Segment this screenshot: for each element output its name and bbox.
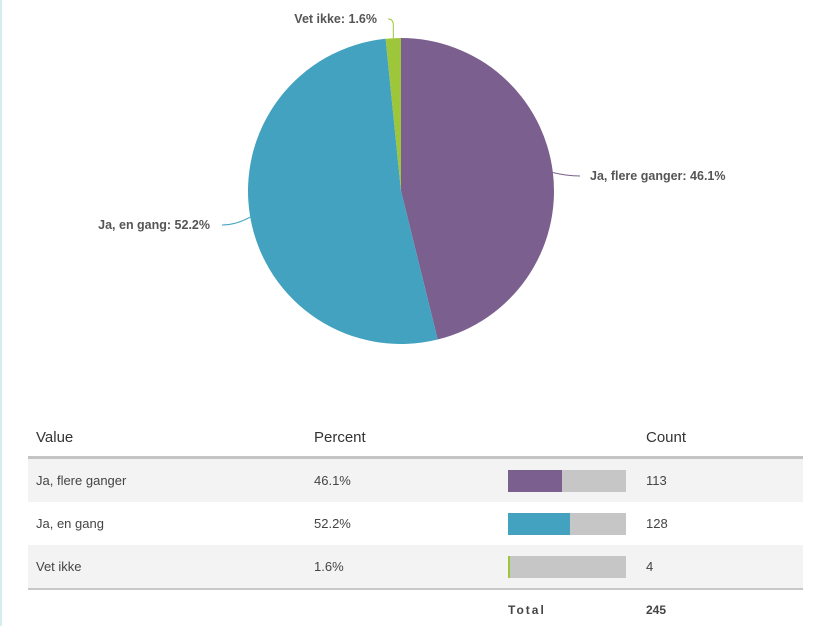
- pie-chart: Ja, flere ganger: 46.1% Ja, en gang: 52.2…: [98, 12, 725, 344]
- row-value: Ja, en gang: [36, 516, 104, 531]
- percent-bar-fill: [508, 469, 563, 492]
- leader-line: [552, 172, 581, 177]
- table-row: Vet ikke 1.6% 4: [28, 545, 803, 590]
- row-percent: 46.1%: [314, 473, 351, 488]
- row-percent: 52.2%: [314, 516, 351, 531]
- header-count: Count: [638, 418, 803, 459]
- pie-slice: [385, 38, 401, 191]
- row-count: 4: [638, 545, 803, 590]
- row-count: 113: [646, 473, 667, 488]
- table-row: Ja, flere ganger 46.1% 113: [28, 457, 803, 502]
- row-value: Ja, flere ganger: [36, 473, 127, 488]
- pie-slice: [401, 38, 555, 340]
- leader-line: [221, 216, 251, 226]
- row-value: Vet ikke: [28, 545, 306, 590]
- total-row: Total 245: [28, 589, 803, 630]
- table-header: Value Percent Count: [28, 418, 803, 459]
- pie-slice: [248, 38, 438, 344]
- header-value: Value: [28, 418, 306, 459]
- data-label: Ja, flere ganger: 46.1%: [590, 169, 725, 183]
- table-row: Ja, en gang 52.2% 128: [28, 502, 803, 545]
- data-label: Vet ikke: 1.6%: [294, 12, 377, 26]
- data-label: Ja, en gang: 52.2%: [98, 218, 210, 232]
- leader-line: [387, 18, 394, 39]
- row-percent: 1.6%: [306, 545, 500, 590]
- left-border: [0, 0, 2, 626]
- row-count: 128: [646, 516, 668, 531]
- total-label: Total: [508, 603, 546, 617]
- total-value: 245: [646, 603, 667, 617]
- percent-bar-fill: [508, 555, 510, 578]
- percent-bar: [508, 512, 626, 535]
- percent-bar: [508, 469, 626, 492]
- results-table: Value Percent Count Ja, flere ganger 46.…: [28, 418, 803, 630]
- header-bar: [500, 418, 638, 459]
- percent-bar-fill: [508, 512, 570, 535]
- percent-bar: [508, 555, 626, 578]
- header-percent: Percent: [306, 418, 500, 459]
